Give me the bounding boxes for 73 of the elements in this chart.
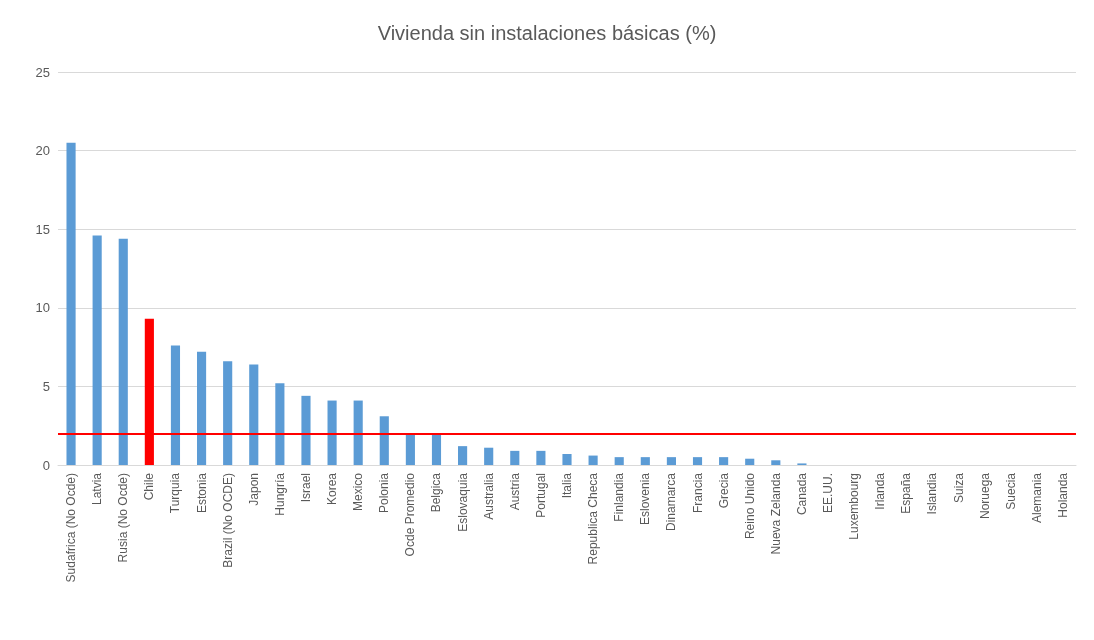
y-tick-label: 5	[42, 378, 50, 394]
x-tick-label: Chile	[142, 472, 157, 501]
bar	[719, 457, 729, 465]
bar	[223, 361, 233, 465]
x-tick-label: Korea	[325, 472, 340, 506]
bar	[301, 395, 311, 465]
x-tick-label: Brazil (No OCDE)	[220, 473, 235, 568]
x-tick-label: Rusia (No Ocde)	[116, 473, 131, 563]
x-tick-label: Islandia	[925, 472, 940, 515]
bar	[405, 433, 415, 465]
x-tick-label: Canada	[794, 472, 809, 516]
bar	[327, 400, 337, 465]
x-tick-label: Polonia	[377, 472, 392, 514]
x-tick-label: Suecia	[1003, 472, 1018, 510]
x-tick-label: Portugal	[533, 473, 548, 518]
x-tick-label: Nueva Zelanda	[768, 472, 783, 555]
x-tick-label: Austria	[507, 472, 522, 511]
y-tick-label: 10	[35, 300, 50, 316]
bar	[92, 235, 102, 465]
x-tick-label: Grecia	[716, 472, 731, 509]
x-tick-label: Dinamarca	[664, 472, 679, 532]
bar	[666, 457, 676, 465]
y-tick-label: 25	[35, 64, 50, 80]
x-tick-label: Irlanda	[873, 472, 888, 510]
x-tick-label: Japon	[246, 473, 261, 506]
bar	[745, 458, 755, 465]
x-tick-label: Republica Checa	[586, 472, 601, 565]
bar	[536, 450, 546, 465]
bar	[431, 433, 442, 465]
x-tick-label: Estonia	[194, 472, 209, 514]
y-tick-label: 20	[35, 143, 50, 159]
x-tick-label: España	[899, 472, 914, 514]
chart-title: Vivienda sin instalaciones básicas (%)	[377, 22, 717, 44]
bar	[118, 238, 128, 465]
bar	[562, 454, 572, 465]
x-tick-label: EE.UU.	[821, 473, 836, 514]
x-tick-label: Finlandia	[612, 472, 627, 522]
x-tick-label: Francia	[690, 472, 705, 514]
x-tick-label: Sudafrica (No Ocde)	[64, 473, 79, 583]
bar	[458, 446, 468, 465]
x-tick-label: Alemania	[1029, 472, 1044, 524]
x-tick-label: Eslovenia	[638, 472, 653, 526]
bar	[692, 457, 703, 465]
bar	[66, 142, 76, 465]
bar	[379, 416, 389, 465]
x-tick-label: Eslovaquia	[455, 472, 470, 532]
x-tick-label: Latvia	[90, 472, 105, 506]
bar	[275, 383, 285, 465]
x-tick-label: Reino Unido	[742, 472, 757, 540]
x-tick-label: Turquia	[168, 472, 183, 514]
bar	[249, 364, 259, 465]
x-tick-label: Holanda	[1055, 472, 1070, 518]
x-tick-label: Ocde Promedio	[403, 472, 418, 557]
x-tick-label: Italia	[560, 472, 574, 499]
x-tick-label: Suiza	[951, 472, 966, 504]
x-tick-label: Noruega	[977, 472, 992, 520]
bar	[614, 457, 624, 465]
x-tick-label: Mexico	[351, 472, 366, 512]
bar	[170, 345, 181, 465]
y-tick-label: 0	[42, 457, 50, 473]
bar	[353, 400, 363, 465]
x-tick-label: Australia	[481, 472, 496, 520]
bar	[640, 457, 650, 465]
bar	[588, 455, 598, 465]
bar	[197, 351, 207, 465]
y-tick-label: 15	[35, 221, 50, 237]
bar	[771, 460, 781, 465]
x-tick-label: Belgica	[429, 472, 444, 513]
x-tick-label: Hungría	[272, 472, 287, 516]
bar	[484, 447, 494, 465]
x-tick-label: Israel	[298, 473, 313, 503]
x-tick-label: Luxembourg	[847, 473, 862, 540]
bar	[510, 450, 520, 465]
